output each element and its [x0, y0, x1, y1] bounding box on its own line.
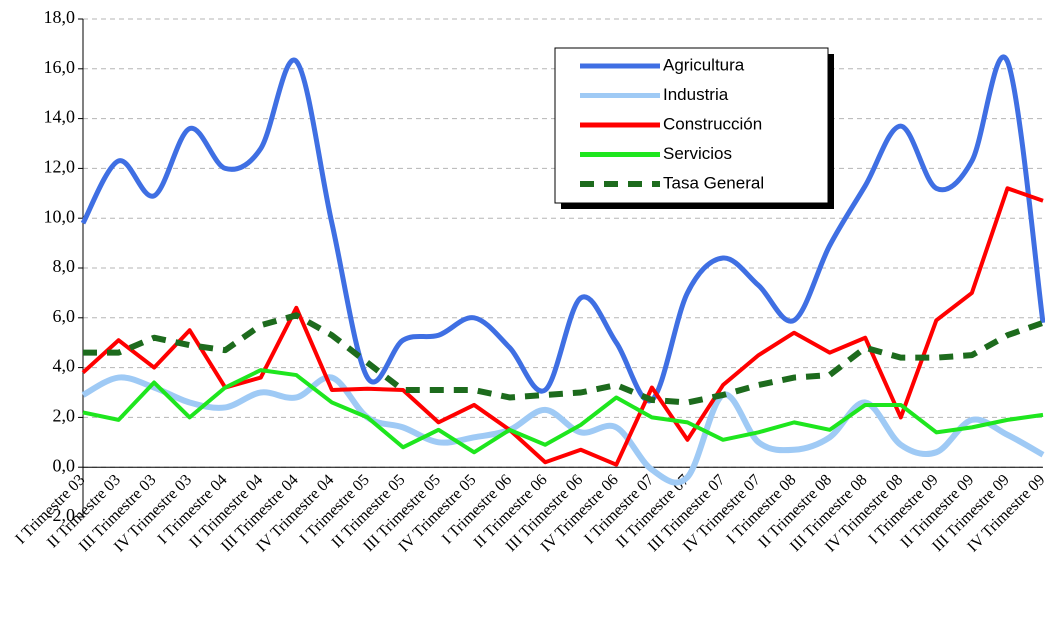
legend-label: Agricultura [663, 55, 745, 74]
y-tick-label: 14,0 [44, 107, 76, 127]
y-tick-label: 4,0 [53, 356, 76, 376]
y-tick-label: 12,0 [44, 157, 76, 177]
legend-label: Tasa General [663, 173, 764, 192]
series-line [81, 186, 1044, 467]
series-line [82, 368, 1044, 455]
y-tick-label: 18,0 [44, 7, 76, 27]
y-tick-label: 8,0 [53, 256, 76, 276]
series-line [80, 54, 1045, 404]
y-tick-label: -2,0 [47, 505, 76, 525]
series-line [81, 374, 1045, 486]
y-tick-label: 2,0 [53, 406, 76, 426]
y-tick-label: 0,0 [53, 455, 76, 475]
legend-label: Servicios [663, 144, 732, 163]
legend-label: Construcción [663, 114, 762, 133]
series-line [83, 312, 1044, 406]
legend-label: Industria [663, 85, 729, 104]
legend: Agricultura Industria Construcción Servicio… [554, 47, 834, 209]
y-tick-label: 10,0 [44, 206, 76, 226]
y-tick-label: 16,0 [44, 57, 76, 77]
y-tick-label: 6,0 [53, 306, 76, 326]
